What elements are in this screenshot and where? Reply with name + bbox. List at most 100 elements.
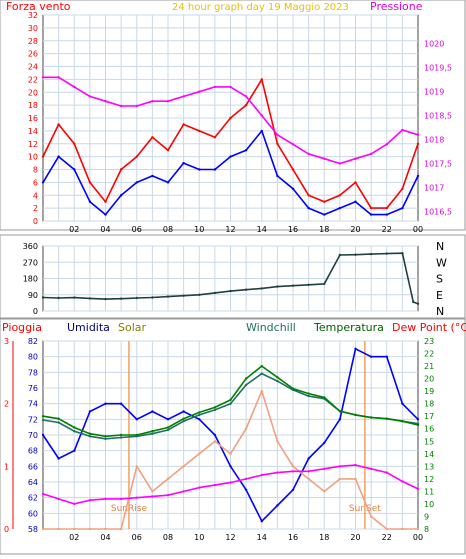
plot-3-rain-ticks: 0 1 2 3 xyxy=(4,337,14,534)
data-point-dew-point-c xyxy=(291,470,295,473)
data-point-temperatura xyxy=(182,417,185,420)
data-point-umidita xyxy=(244,488,248,491)
data-point-solar xyxy=(198,452,201,455)
data-point-dew-point-c xyxy=(135,496,138,499)
data-point-solar xyxy=(291,465,295,468)
data-point-dew-point-c xyxy=(276,471,279,474)
x-tick-label: 16 xyxy=(288,533,298,542)
left-tick-label: 66 xyxy=(28,462,38,471)
data-point-windchill xyxy=(307,394,310,398)
plot-3-left-ticks: 58 60 62 64 66 68 70 72 74 76 78 80 82 xyxy=(28,337,38,534)
right-tick-label: 22 xyxy=(424,350,434,359)
data-point-forza-vento xyxy=(260,78,263,81)
data-point-temperatura xyxy=(291,387,295,390)
data-point-raffica xyxy=(260,129,263,133)
plot-2-left-ticks: 0 90 180 270 360 xyxy=(23,242,38,316)
data-point-windchill xyxy=(198,413,201,417)
compass-label-n: N xyxy=(436,305,444,318)
panel-1-frame xyxy=(0,0,466,231)
data-point-forza-vento xyxy=(229,116,232,120)
data-point-windchill xyxy=(88,435,92,438)
left-tick-label: 26 xyxy=(28,50,38,59)
data-point-forza-vento xyxy=(57,123,60,126)
data-point-direzione-vento xyxy=(385,252,388,255)
data-point-pressione xyxy=(401,128,404,132)
data-point-direzione-vento xyxy=(166,295,170,298)
legend-pioggia: Pioggia xyxy=(2,321,42,334)
data-point-direzione-vento xyxy=(88,297,92,300)
left-tick-label: 0 xyxy=(33,307,38,316)
data-point-direzione-vento xyxy=(198,293,201,296)
legend-solar: Solar xyxy=(118,321,147,334)
data-point-umidita xyxy=(354,347,357,350)
data-point-direzione-vento xyxy=(276,285,279,288)
series-line-direzione-vento xyxy=(42,252,419,305)
data-point-direzione-vento xyxy=(323,282,326,286)
data-point-forza-vento xyxy=(198,129,201,133)
data-point-umidita xyxy=(276,504,279,507)
data-point-temperatura xyxy=(338,410,342,413)
data-point-direzione-vento xyxy=(244,288,248,291)
data-point-dew-point-c xyxy=(416,487,420,491)
data-point-direzione-vento xyxy=(213,291,217,295)
left-tick-label: 72 xyxy=(28,415,38,424)
panel-2-frame xyxy=(0,234,466,319)
data-point-raffica xyxy=(213,168,217,171)
data-point-temperatura xyxy=(323,396,326,399)
data-point-pressione xyxy=(213,85,217,89)
data-point-forza-vento xyxy=(276,142,279,145)
x-tick-label: 18 xyxy=(319,225,329,234)
compass-label-n: N xyxy=(436,240,444,253)
data-point-temperatura xyxy=(229,398,232,402)
compass-label-s: S xyxy=(436,273,443,286)
plot-3-x-ticks: 02 04 06 08 10 12 14 16 18 20 22 00 xyxy=(69,533,423,542)
left-tick-label: 80 xyxy=(28,353,38,362)
data-point-solar xyxy=(369,515,373,518)
x-tick-label: 06 xyxy=(132,533,142,542)
data-point-solar xyxy=(119,527,123,531)
data-point-forza-vento xyxy=(401,187,404,190)
data-point-direzione-vento xyxy=(354,253,357,256)
data-point-umidita xyxy=(119,402,123,405)
chart-title: 24 hour graph day 19 Maggio 2023 xyxy=(172,2,349,13)
data-point-forza-vento xyxy=(385,206,388,210)
data-point-raffica xyxy=(119,194,123,197)
data-point-solar xyxy=(151,490,154,493)
right-tick-label: 1017 xyxy=(424,183,444,192)
right-tick-label: 12 xyxy=(424,475,434,484)
left-tick-label: 90 xyxy=(28,291,38,300)
data-point-raffica xyxy=(41,181,45,184)
data-point-forza-vento xyxy=(104,200,107,203)
data-point-solar xyxy=(213,440,217,443)
left-tick-label: 62 xyxy=(28,494,38,503)
data-point-umidita xyxy=(338,418,342,421)
plot-1-series xyxy=(41,76,420,216)
data-point-umidita xyxy=(229,465,232,468)
data-point-dew-point-c xyxy=(41,492,45,496)
data-point-raffica xyxy=(291,187,295,190)
data-point-umidita xyxy=(260,520,263,523)
data-point-umidita xyxy=(88,410,92,413)
x-tick-label: 08 xyxy=(163,533,173,542)
right-tick-label: 1018 xyxy=(424,136,444,145)
legend-umidita: Umidita xyxy=(67,321,110,334)
data-point-umidita xyxy=(213,433,217,437)
data-point-temperatura xyxy=(119,433,123,437)
legend-dew-point: Dew Point (°C) xyxy=(392,321,466,334)
rain-tick-label: 2 xyxy=(4,400,9,409)
left-tick-label: 60 xyxy=(28,509,38,518)
data-point-direzione-vento xyxy=(57,296,60,300)
left-tick-label: 180 xyxy=(23,275,38,284)
data-point-temperatura xyxy=(416,423,420,427)
left-tick-label: 10 xyxy=(28,153,38,162)
left-tick-label: 360 xyxy=(23,242,38,251)
x-tick-label: 10 xyxy=(194,533,204,542)
data-point-forza-vento xyxy=(119,168,123,171)
data-point-pressione xyxy=(338,162,342,165)
data-point-umidita xyxy=(135,418,138,421)
data-point-windchill xyxy=(166,428,170,432)
x-tick-label: 18 xyxy=(319,533,329,542)
